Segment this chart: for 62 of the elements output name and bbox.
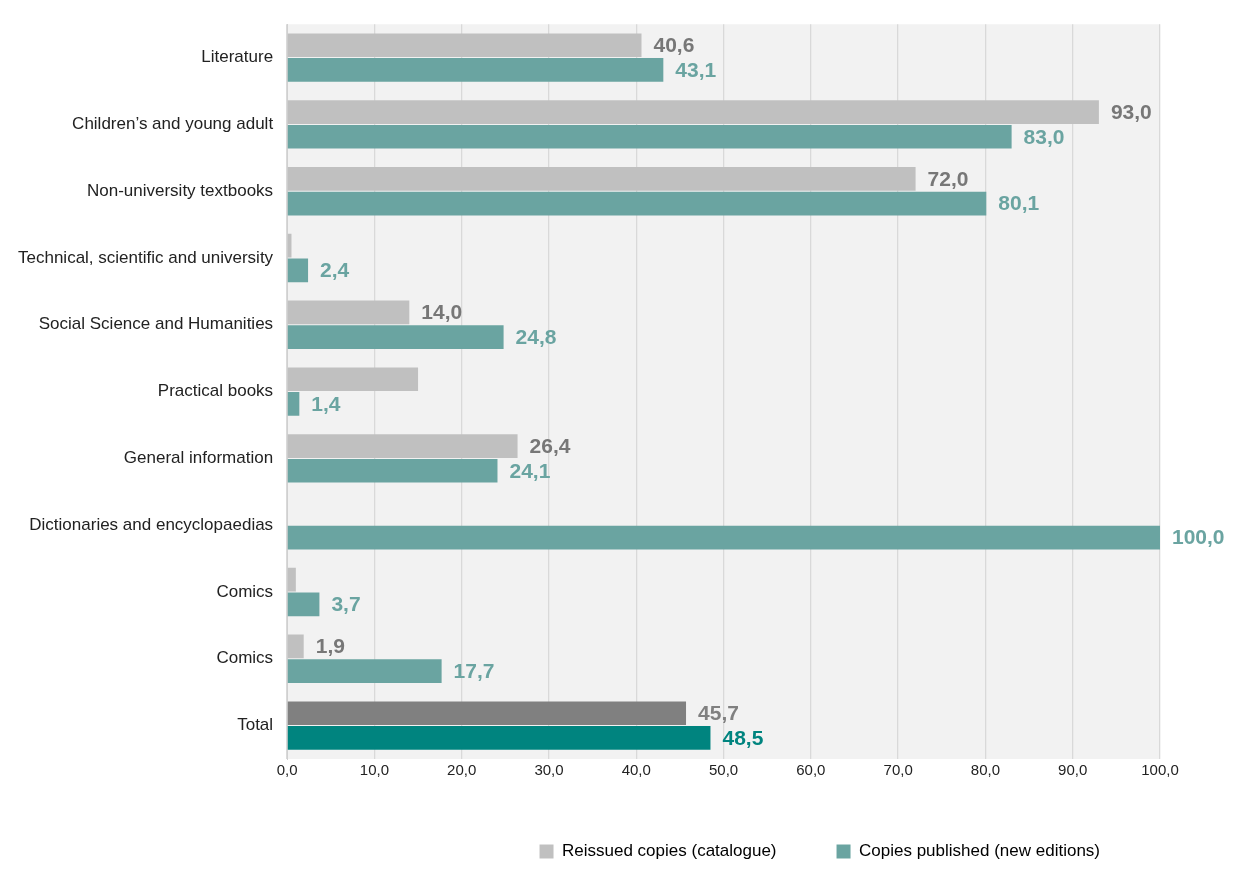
bar (287, 525, 1160, 550)
data-label: 100,0 (1172, 525, 1225, 549)
bar (287, 392, 300, 416)
bar (287, 33, 642, 58)
y-tick-label: Non-university textbooks (86, 180, 274, 200)
y-tick-label: Literature (201, 47, 274, 67)
y-tick-label: Practical books (157, 381, 274, 401)
y-tick-label: Children’s and young adult (72, 114, 274, 134)
data-label: 83,0 (1023, 124, 1065, 148)
y-tick-label: Social Science and Humanities (38, 314, 274, 334)
bar (287, 726, 711, 750)
x-tick-label: 20,0 (447, 761, 477, 779)
bar (287, 166, 916, 191)
data-label: 93,0 (1110, 99, 1152, 123)
data-label: 2,4 (320, 258, 350, 282)
x-tick-label: 90,0 (1058, 761, 1088, 779)
bar (287, 300, 410, 325)
bar (287, 191, 987, 216)
bar (287, 434, 518, 458)
legend-label: Copies published (new editions) (859, 841, 1101, 861)
x-tick-label: 30,0 (534, 761, 564, 779)
bar (287, 567, 296, 592)
x-tick-label: 0,0 (276, 761, 298, 779)
y-tick-label: General information (123, 448, 274, 468)
data-label: 43,1 (675, 57, 717, 81)
x-tick-label: 80,0 (970, 761, 1001, 779)
bar (287, 634, 304, 659)
legend-label: Reissued copies (catalogue) (562, 841, 777, 861)
y-tick-label: Comics (216, 581, 274, 601)
y-tick-label: Technical, scientific and university (17, 247, 274, 267)
y-tick-label: Comics (216, 648, 274, 668)
bar (287, 325, 504, 350)
y-tick-label: Total (237, 715, 274, 735)
y-tick-label: Dictionaries and encyclopaedias (29, 514, 274, 534)
bar (287, 258, 309, 283)
x-tick-label: 10,0 (359, 761, 390, 779)
data-label: 72,0 (927, 166, 969, 190)
x-tick-label: 60,0 (796, 761, 826, 779)
bar (287, 367, 419, 392)
x-tick-label: 50,0 (708, 761, 739, 779)
bar (287, 701, 687, 726)
x-tick-label: 70,0 (883, 761, 913, 779)
bar (287, 124, 1012, 149)
data-label: 40,6 (653, 33, 695, 57)
bar (287, 659, 442, 684)
data-label: 1,9 (315, 634, 345, 658)
data-label: 24,8 (515, 324, 557, 348)
x-tick-label: 100,0 (1141, 761, 1179, 779)
bar (287, 100, 1099, 124)
data-label: 45,7 (698, 701, 739, 725)
data-label: 80,1 (998, 191, 1040, 215)
data-label: 3,7 (331, 592, 361, 616)
bar (287, 458, 498, 483)
data-label: 17,7 (453, 658, 495, 682)
data-label: 24,1 (509, 458, 551, 482)
x-tick-label: 40,0 (621, 761, 651, 779)
data-label: 1,4 (311, 391, 341, 415)
data-label: 26,4 (529, 433, 571, 457)
bar (287, 592, 320, 617)
data-label: 14,0 (421, 300, 463, 324)
data-label: 48,5 (722, 725, 764, 749)
bar (287, 58, 664, 82)
